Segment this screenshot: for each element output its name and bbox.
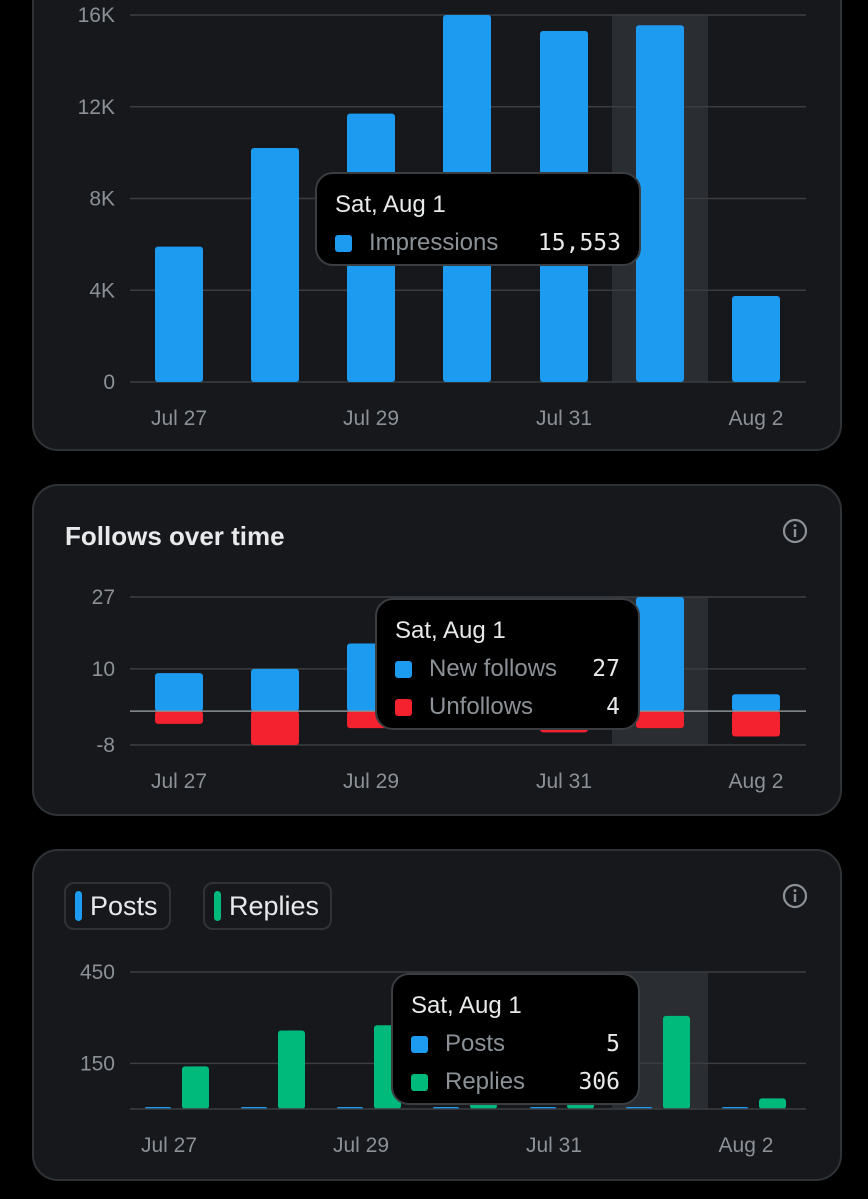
y-tick-label: 10 bbox=[92, 658, 115, 681]
replies-swatch bbox=[214, 891, 221, 921]
y-tick-label: 8K bbox=[89, 188, 115, 211]
x-tick-label: Jul 29 bbox=[343, 770, 399, 793]
y-tick-label: 27 bbox=[92, 586, 115, 609]
x-tick-label: Aug 2 bbox=[719, 1134, 774, 1157]
replies-bar bbox=[759, 1098, 786, 1109]
tooltip-date: Sat, Aug 1 bbox=[395, 617, 506, 644]
posts-swatch bbox=[75, 891, 82, 921]
legend-replies-label: Replies bbox=[229, 890, 320, 921]
y-tick-label: 450 bbox=[80, 961, 115, 984]
info-icon[interactable] bbox=[782, 518, 808, 544]
new-follows-bar bbox=[155, 673, 203, 712]
x-tick-label: Jul 27 bbox=[151, 770, 207, 793]
y-tick-label: 0 bbox=[103, 371, 115, 394]
y-tick-label: 4K bbox=[89, 279, 115, 302]
y-tick-label: 12K bbox=[78, 96, 115, 119]
replies-bar bbox=[278, 1030, 305, 1109]
new-follows-bar bbox=[251, 668, 299, 712]
impressions-tooltip: Sat, Aug 1 Impressions 15,553 bbox=[315, 172, 641, 266]
tooltip-label: Posts bbox=[445, 1030, 506, 1057]
y-tick-label: 150 bbox=[80, 1052, 115, 1075]
impressions-swatch bbox=[335, 234, 352, 252]
x-tick-label: Jul 29 bbox=[343, 407, 399, 430]
x-tick-label: Jul 27 bbox=[151, 407, 207, 430]
x-tick-label: Jul 31 bbox=[536, 407, 592, 430]
tooltip-date: Sat, Aug 1 bbox=[335, 191, 446, 218]
impressions-bar bbox=[636, 25, 684, 383]
replies-bar bbox=[663, 1015, 690, 1109]
tooltip-row: Unfollows 4 bbox=[395, 688, 620, 726]
tooltip-label: New follows bbox=[429, 655, 558, 682]
new-follows-bar bbox=[636, 597, 684, 712]
posts-swatch bbox=[411, 1035, 428, 1053]
impressions-bar bbox=[251, 148, 299, 382]
tooltip-value: 5 bbox=[606, 1031, 620, 1057]
unfollows-bar bbox=[251, 711, 299, 745]
new-follows-swatch bbox=[395, 660, 412, 678]
legend-posts-toggle[interactable]: Posts bbox=[64, 882, 171, 930]
tooltip-row: New follows 27 bbox=[395, 650, 620, 688]
y-tick-label: 16K bbox=[78, 4, 115, 27]
x-tick-label: Jul 29 bbox=[333, 1134, 389, 1157]
tooltip-row: Impressions 15,553 bbox=[335, 224, 621, 262]
y-tick-label: -8 bbox=[96, 734, 115, 757]
unfollows-bar bbox=[732, 711, 780, 737]
tooltip-row: Posts 5 bbox=[411, 1025, 620, 1063]
tooltip-date: Sat, Aug 1 bbox=[411, 992, 522, 1019]
tooltip-row: Replies 306 bbox=[411, 1063, 620, 1101]
tooltip-label: Unfollows bbox=[429, 693, 534, 720]
impressions-bar bbox=[732, 295, 780, 382]
info-icon[interactable] bbox=[782, 883, 808, 909]
unfollows-bar bbox=[636, 711, 684, 729]
new-follows-bar bbox=[732, 694, 780, 712]
x-tick-label: Jul 31 bbox=[526, 1134, 582, 1157]
tooltip-value: 306 bbox=[578, 1069, 620, 1095]
unfollows-bar bbox=[155, 711, 203, 724]
unfollows-swatch bbox=[395, 698, 412, 716]
tooltip-label: Replies bbox=[445, 1068, 526, 1095]
follows-chart-title: Follows over time bbox=[65, 521, 285, 551]
posts-tooltip: Sat, Aug 1 Posts 5 Replies 306 bbox=[391, 973, 640, 1105]
x-tick-label: Aug 2 bbox=[729, 770, 784, 793]
tooltip-label: Impressions bbox=[369, 229, 499, 256]
replies-swatch bbox=[411, 1073, 428, 1091]
x-tick-label: Jul 27 bbox=[141, 1134, 197, 1157]
impressions-bar bbox=[155, 246, 203, 382]
tooltip-value: 15,553 bbox=[537, 230, 621, 256]
legend-replies-toggle[interactable]: Replies bbox=[203, 882, 332, 930]
replies-bar bbox=[182, 1066, 209, 1109]
tooltip-value: 27 bbox=[592, 656, 620, 682]
tooltip-value: 4 bbox=[606, 694, 620, 720]
x-tick-label: Jul 31 bbox=[536, 770, 592, 793]
legend-posts-label: Posts bbox=[90, 890, 158, 921]
follows-tooltip: Sat, Aug 1 New follows 27 Unfollows 4 bbox=[375, 598, 640, 730]
x-tick-label: Aug 2 bbox=[729, 407, 784, 430]
